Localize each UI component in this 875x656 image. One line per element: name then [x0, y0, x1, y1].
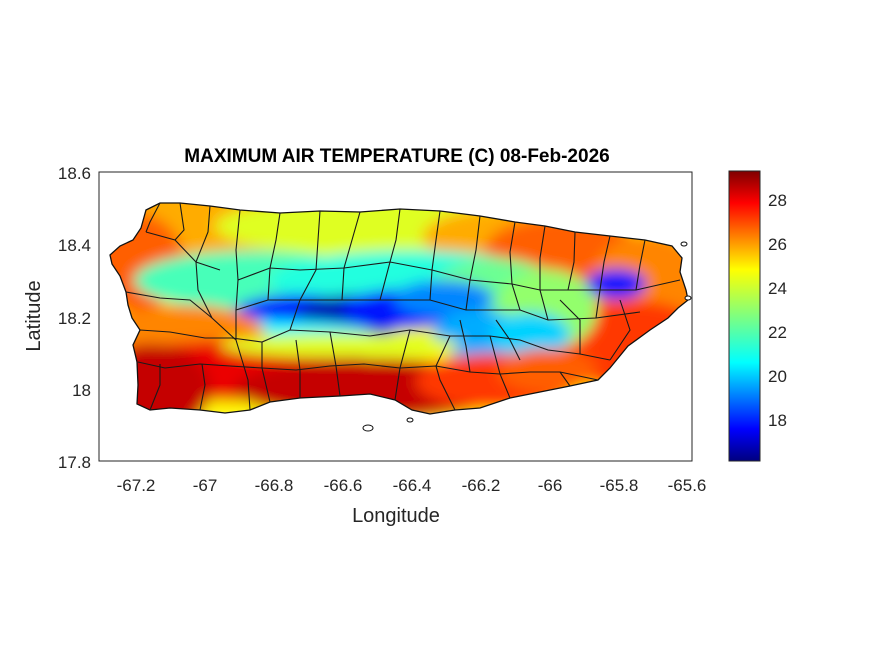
municipality-boundary: [149, 364, 161, 411]
municipality-boundary: [539, 225, 549, 321]
municipality-boundary: [199, 363, 206, 411]
colorbar-tick-label: 20: [768, 367, 787, 386]
municipality-boundary: [459, 319, 471, 373]
x-axis-label: Longitude: [352, 505, 440, 527]
temperature-cell: [497, 348, 598, 393]
x-tick-label: -66.6: [324, 476, 363, 495]
municipality-boundary: [145, 203, 161, 233]
x-tick-label: -67: [193, 476, 218, 495]
municipality-boundary: [495, 319, 521, 361]
colorbar-tick-label: 22: [768, 323, 787, 342]
municipality-boundary: [145, 231, 221, 271]
map-axes: [98, 171, 693, 462]
municipality-boundary: [429, 210, 441, 301]
islet: [680, 241, 688, 247]
municipality-boundary: [489, 335, 511, 399]
municipality-boundary: [635, 239, 646, 291]
coastline: [109, 202, 689, 415]
municipality-boundary: [174, 203, 185, 241]
y-axis-label: Latitude: [23, 280, 45, 351]
colorbar-tick-label: 26: [768, 235, 787, 254]
municipality-boundary: [559, 371, 571, 387]
municipality-boundary: [465, 215, 481, 311]
temperature-cell: [220, 333, 461, 358]
municipality-boundary: [394, 329, 411, 401]
x-tick-label: -67.2: [117, 476, 156, 495]
x-tick-label: -65.6: [668, 476, 707, 495]
x-tick-label: -66.2: [462, 476, 501, 495]
municipality-boundary: [139, 329, 232, 339]
municipality-boundary: [137, 361, 231, 369]
x-tick-label: -66.8: [255, 476, 294, 495]
islet: [684, 295, 692, 301]
municipality-boundary: [289, 210, 321, 331]
municipality-boundary: [229, 363, 599, 381]
y-tick-label: 18.6: [58, 164, 91, 183]
municipality-boundaries: [125, 203, 681, 411]
colorbar-tick-label: 28: [768, 191, 787, 210]
axes-frame: [98, 171, 693, 462]
municipality-boundary: [267, 212, 281, 301]
municipality-boundary: [231, 329, 611, 361]
municipality-boundary: [195, 205, 211, 263]
municipality-boundary: [125, 291, 213, 319]
municipality-boundary: [235, 339, 251, 411]
coastline-path: [109, 202, 689, 415]
islet: [406, 417, 414, 423]
chart-title: MAXIMUM AIR TEMPERATURE (C) 08-Feb-2026: [184, 146, 609, 167]
x-tick-label: -66: [538, 476, 563, 495]
x-axis: -67.2 -67 -66.8 -66.6 -66.4 -66.2 -66 -6…: [117, 476, 707, 527]
y-tick-label: 18: [72, 381, 91, 400]
colorbar-tick-label: 18: [768, 411, 787, 430]
municipality-boundary: [237, 261, 681, 291]
municipality-boundary: [235, 299, 641, 321]
municipality-boundary: [609, 299, 631, 361]
municipality-boundary: [559, 299, 581, 354]
municipality-boundary: [509, 221, 521, 311]
offshore-islets: [362, 241, 692, 432]
municipality-boundary: [379, 208, 401, 301]
x-tick-label: -66.4: [393, 476, 432, 495]
y-tick-label: 17.8: [58, 453, 91, 472]
municipality-boundary: [341, 211, 361, 301]
municipality-boundary: [595, 235, 611, 319]
x-tick-label: -65.8: [600, 476, 639, 495]
colorbar-gradient: [728, 170, 761, 462]
municipality-boundary: [295, 339, 301, 398]
municipality-boundary: [567, 231, 576, 291]
temperature-cell: [490, 312, 570, 357]
colorbar-tick-label: 24: [768, 279, 787, 298]
temperature-cell: [586, 269, 647, 299]
colorbar: 28 26 24 22 20 18: [728, 170, 787, 462]
municipality-boundary: [435, 335, 456, 411]
municipality-boundary: [261, 342, 271, 403]
y-tick-label: 18.4: [58, 236, 91, 255]
y-tick-label: 18.2: [58, 309, 91, 328]
y-axis: 18.6 18.4 18.2 18 17.8 Latitude: [23, 164, 91, 472]
municipality-boundary: [329, 331, 341, 397]
islet: [362, 424, 374, 432]
municipality-boundary: [195, 261, 237, 341]
